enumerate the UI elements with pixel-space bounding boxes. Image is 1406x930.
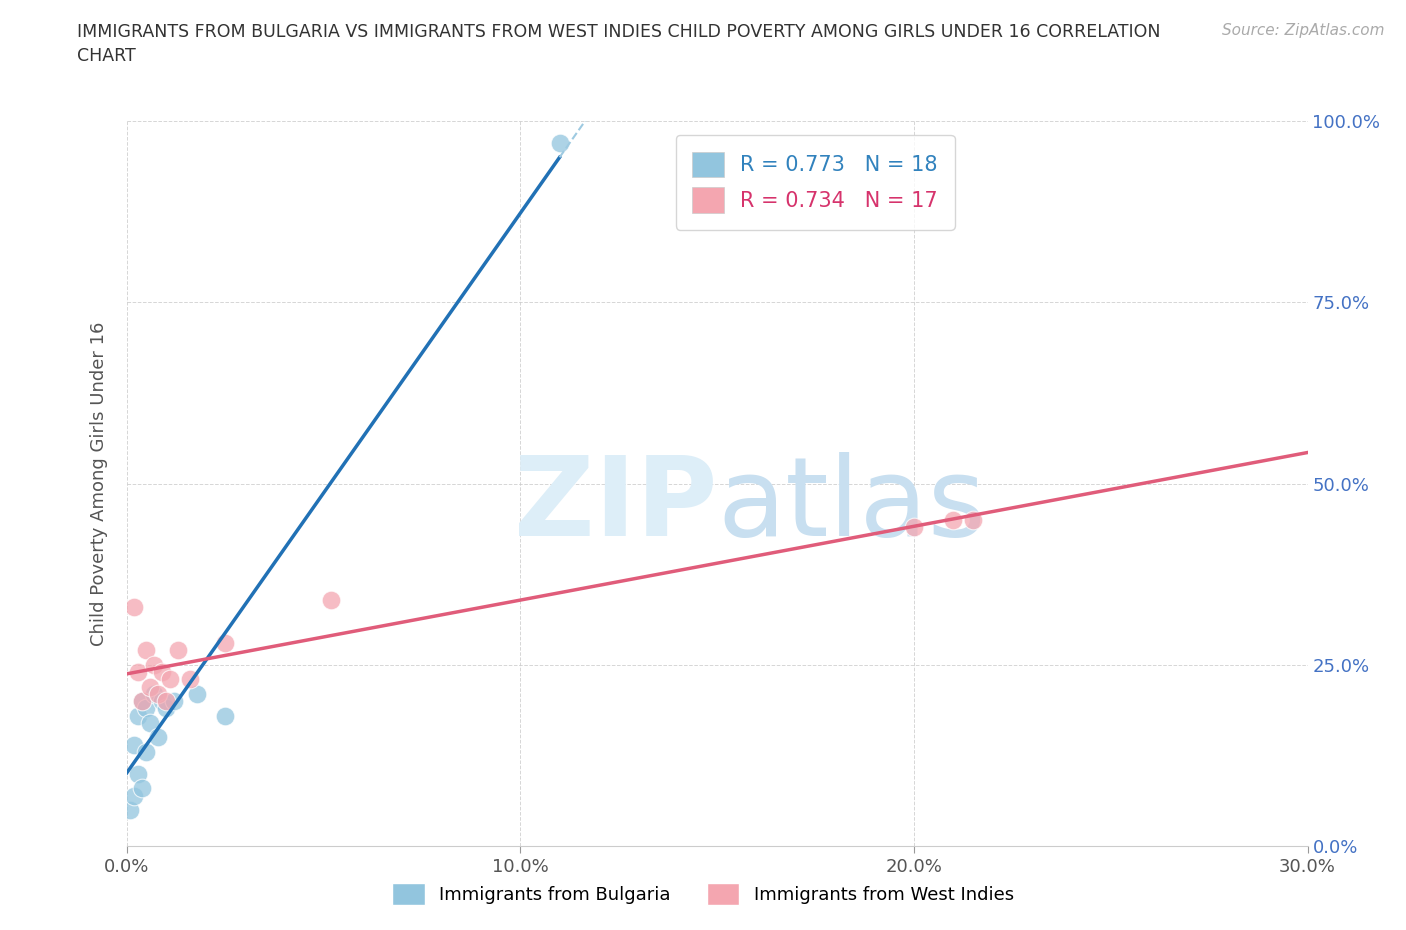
Point	[214, 636, 236, 651]
Legend: R = 0.773   N = 18, R = 0.734   N = 17: R = 0.773 N = 18, R = 0.734 N = 17	[676, 135, 955, 230]
Point	[942, 512, 965, 527]
Point	[143, 658, 166, 672]
Point	[143, 686, 166, 701]
Text: IMMIGRANTS FROM BULGARIA VS IMMIGRANTS FROM WEST INDIES CHILD POVERTY AMONG GIRL: IMMIGRANTS FROM BULGARIA VS IMMIGRANTS F…	[77, 23, 1161, 65]
Point	[166, 643, 188, 658]
Point	[131, 781, 153, 796]
Point	[159, 672, 181, 687]
Legend: Immigrants from Bulgaria, Immigrants from West Indies: Immigrants from Bulgaria, Immigrants fro…	[381, 872, 1025, 916]
Point	[131, 694, 153, 709]
Point	[124, 788, 146, 803]
Point	[127, 709, 149, 724]
Point	[127, 766, 149, 781]
Y-axis label: Child Poverty Among Girls Under 16: Child Poverty Among Girls Under 16	[90, 322, 108, 645]
Point	[139, 679, 162, 694]
Point	[127, 665, 149, 680]
Point	[150, 694, 173, 709]
Point	[139, 715, 162, 730]
Text: atlas: atlas	[717, 452, 986, 559]
Point	[135, 643, 157, 658]
Point	[146, 730, 169, 745]
Point	[155, 694, 177, 709]
Point	[962, 512, 984, 527]
Point	[124, 600, 146, 615]
Point	[150, 665, 173, 680]
Point	[135, 701, 157, 716]
Point	[146, 686, 169, 701]
Text: Source: ZipAtlas.com: Source: ZipAtlas.com	[1222, 23, 1385, 38]
Point	[155, 701, 177, 716]
Point	[179, 672, 201, 687]
Point	[214, 709, 236, 724]
Point	[903, 520, 925, 535]
Point	[120, 803, 142, 817]
Point	[131, 694, 153, 709]
Point	[135, 745, 157, 760]
Point	[186, 686, 208, 701]
Point	[321, 592, 343, 607]
Text: ZIP: ZIP	[513, 452, 717, 559]
Point	[548, 135, 571, 150]
Point	[163, 694, 186, 709]
Point	[124, 737, 146, 752]
